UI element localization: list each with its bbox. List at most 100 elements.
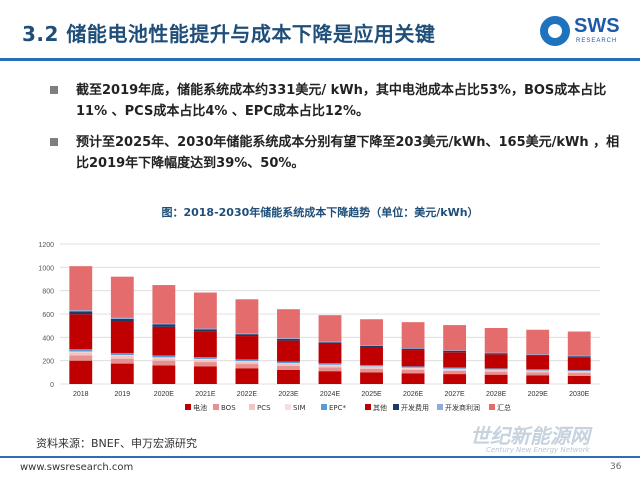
bar-segment <box>69 314 93 350</box>
bar-segment <box>110 355 134 356</box>
bullet-list: 截至2019年底，储能系统成本约331美元/ kWh，其中电池成本占比53%，B… <box>50 80 620 184</box>
bar-segment <box>69 360 93 384</box>
bar-segment <box>110 356 134 359</box>
bar-segment <box>360 368 383 373</box>
y-tick-label: 800 <box>42 289 54 296</box>
bar-segment <box>152 326 176 356</box>
bar-segment <box>567 356 591 358</box>
bar-segment <box>193 292 217 329</box>
bar-segment <box>110 358 134 364</box>
bar-segment <box>318 364 342 366</box>
logo-mark-icon <box>540 16 570 46</box>
logo-sub: RESEARCH <box>576 38 618 44</box>
bar-segment <box>193 362 217 367</box>
bar-segment <box>567 331 591 356</box>
bar-segment <box>484 353 508 355</box>
bar-segment <box>277 340 300 362</box>
bar-segment <box>443 374 467 384</box>
bar-segment <box>401 368 425 370</box>
bar-segment <box>443 369 467 371</box>
page-number: 36 <box>610 462 622 472</box>
legend-label: SIM <box>293 404 306 412</box>
page-title: 3.2 储能电池性能提升与成本下降是应用关键 <box>22 22 436 46</box>
bar-segment <box>567 357 591 371</box>
bar-segment <box>110 317 134 319</box>
bar-segment <box>235 364 259 369</box>
bar-segment <box>567 371 591 374</box>
bar-segment <box>567 370 591 372</box>
bar-segment <box>193 358 217 360</box>
bar-segment <box>69 352 93 356</box>
bar-segment <box>443 368 467 370</box>
legend-label: 开发费用 <box>401 403 429 412</box>
x-tick-label: 2022E <box>237 391 258 398</box>
bar-segment <box>152 323 176 325</box>
bar-segment <box>235 359 259 362</box>
bar-segment <box>401 322 425 349</box>
x-tick-label: 2021E <box>195 391 216 398</box>
legend-label: 电池 <box>193 403 207 412</box>
watermark-sub: Century New Energy Network <box>486 446 590 454</box>
y-tick-label: 200 <box>42 359 54 366</box>
bar-segment <box>235 361 259 362</box>
bar-segment <box>401 366 425 368</box>
bar-segment <box>193 329 217 332</box>
bar-segment <box>360 319 383 346</box>
bullet-item: 截至2019年底，储能系统成本约331美元/ kWh，其中电池成本占比53%，B… <box>50 80 620 122</box>
legend-swatch <box>393 404 399 410</box>
x-tick-label: 2020E <box>154 391 175 398</box>
bar-segment <box>401 370 425 374</box>
legend-label: 其他 <box>373 403 387 412</box>
x-tick-label: 2030E <box>569 391 590 398</box>
y-tick-label: 600 <box>42 312 54 319</box>
bullet-text: 截至2019年底，储能系统成本约331美元/ kWh，其中电池成本占比53%，B… <box>76 83 607 119</box>
bar-segment <box>401 348 425 351</box>
bar-segment <box>443 352 467 368</box>
bar-segment <box>277 366 300 370</box>
y-tick-label: 1000 <box>38 265 54 272</box>
bar-segment <box>484 354 508 369</box>
bar-segment <box>193 366 217 384</box>
legend-label: BOS <box>221 404 236 412</box>
bar-segment <box>443 325 467 351</box>
y-tick-label: 0 <box>50 382 54 389</box>
bar-segment <box>277 363 300 364</box>
bar-segment <box>277 338 300 339</box>
bar-segment <box>484 370 508 372</box>
bar-segment <box>152 355 176 358</box>
bar-segment <box>443 350 467 351</box>
bar-segment <box>401 367 425 369</box>
bar-segment <box>401 373 425 384</box>
bar-segment <box>567 373 591 376</box>
x-tick-label: 2028E <box>486 391 507 398</box>
legend-swatch <box>285 404 291 410</box>
bar-segment <box>235 333 259 335</box>
legend-swatch <box>365 404 371 410</box>
bar-segment <box>110 276 134 318</box>
bar-segment <box>318 371 342 384</box>
bar-segment <box>152 324 176 327</box>
logo: SWS RESEARCH <box>540 15 632 50</box>
bar-segment <box>110 318 134 322</box>
bar-segment <box>235 336 259 360</box>
bar-segment <box>318 342 342 344</box>
legend-swatch <box>321 404 327 410</box>
bar-segment <box>235 361 259 365</box>
bar-segment <box>318 315 342 342</box>
legend-label: EPC* <box>329 404 347 412</box>
bar-segment <box>360 364 383 367</box>
y-tick-label: 1200 <box>38 242 54 249</box>
bar-segment <box>484 374 508 384</box>
x-tick-label: 2026E <box>403 391 424 398</box>
bar-segment <box>277 363 300 367</box>
bar-segment <box>360 372 383 384</box>
bar-segment <box>526 375 550 384</box>
bar-segment <box>360 345 383 348</box>
x-tick-label: 2024E <box>320 391 341 398</box>
bar-segment <box>526 372 550 376</box>
x-tick-label: 2018 <box>73 391 89 398</box>
bar-segment <box>318 367 342 372</box>
bar-segment <box>152 357 176 359</box>
x-tick-label: 2019 <box>115 391 131 398</box>
bar-segment <box>360 366 383 367</box>
